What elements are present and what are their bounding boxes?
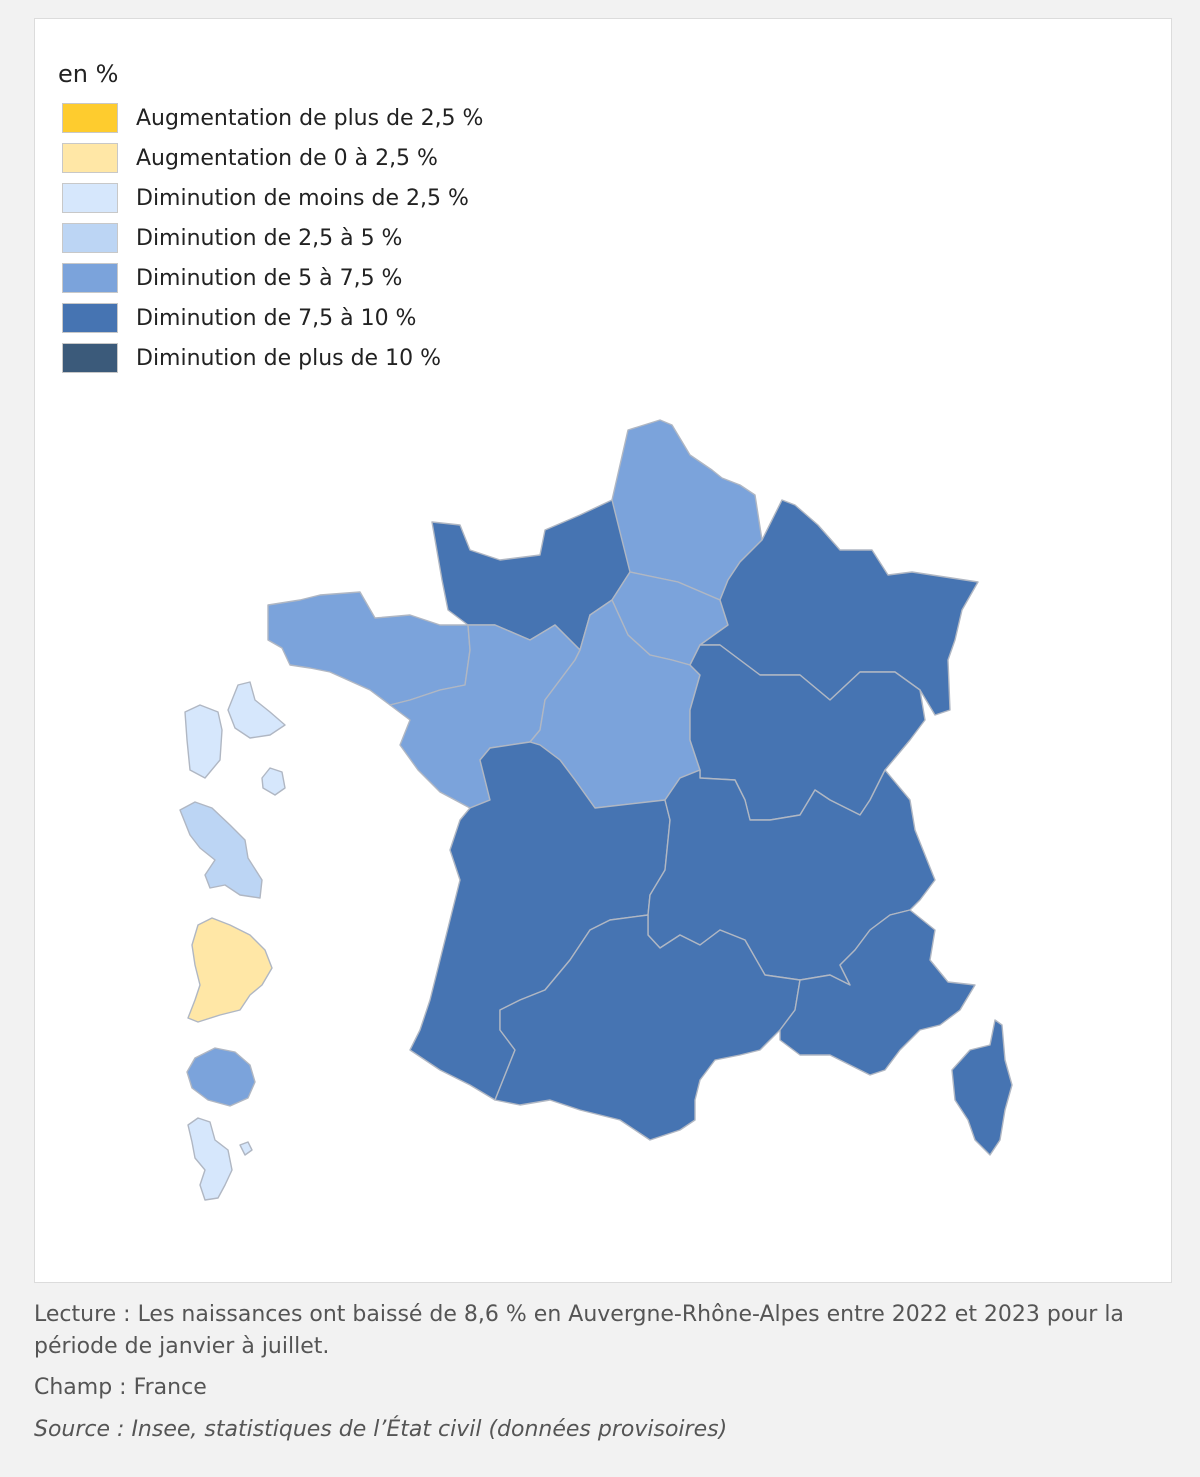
legend-label: Augmentation de plus de 2,5 %: [136, 105, 484, 131]
legend-label: Diminution de moins de 2,5 %: [136, 185, 469, 211]
legend-swatch: [62, 143, 118, 173]
region-bretagne[interactable]: Bretagne: [267, 591, 471, 706]
legend-item[interactable]: Diminution de plus de 10 %: [62, 338, 483, 378]
legend-swatch: [62, 183, 118, 213]
region-martinique[interactable]: Martinique: [179, 801, 263, 899]
legend: Augmentation de plus de 2,5 % Augmentatio…: [62, 98, 483, 378]
legend-title: en %: [58, 60, 119, 88]
legend-item[interactable]: Augmentation de 0 à 2,5 %: [62, 138, 483, 178]
france-regions-map: Hauts-de-France Normandie Île-de-France …: [179, 419, 1013, 1201]
region-guyane[interactable]: Guyane: [187, 917, 273, 1023]
legend-label: Diminution de 7,5 à 10 %: [136, 305, 417, 331]
region-grand-est[interactable]: Grand Est: [699, 499, 979, 716]
region-la-reunion[interactable]: La Réunion: [186, 1047, 256, 1107]
region-corse[interactable]: Corse: [951, 1019, 1013, 1156]
legend-label: Augmentation de 0 à 2,5 %: [136, 145, 438, 171]
legend-swatch: [62, 343, 118, 373]
region-mayotte[interactable]: Mayotte: [187, 1117, 253, 1201]
caption-champ: Champ : France: [34, 1375, 207, 1400]
legend-swatch: [62, 263, 118, 293]
legend-label: Diminution de 5 à 7,5 %: [136, 265, 403, 291]
legend-swatch: [62, 223, 118, 253]
caption-source: Source : Insee, statistiques de l’État c…: [34, 1417, 728, 1442]
caption-lecture: Lecture : Les naissances ont baissé de 8…: [34, 1302, 1124, 1359]
region-guadeloupe[interactable]: Guadeloupe: [184, 681, 286, 796]
legend-item[interactable]: Diminution de 2,5 à 5 %: [62, 218, 483, 258]
legend-swatch: [62, 103, 118, 133]
legend-item[interactable]: Diminution de moins de 2,5 %: [62, 178, 483, 218]
legend-label: Diminution de plus de 10 %: [136, 345, 441, 371]
legend-item[interactable]: Diminution de 5 à 7,5 %: [62, 258, 483, 298]
legend-item[interactable]: Augmentation de plus de 2,5 %: [62, 98, 483, 138]
region-paca[interactable]: Provence-Alpes-Côte d'Azur: [779, 909, 976, 1076]
legend-label: Diminution de 2,5 à 5 %: [136, 225, 403, 251]
legend-swatch: [62, 303, 118, 333]
legend-item[interactable]: Diminution de 7,5 à 10 %: [62, 298, 483, 338]
